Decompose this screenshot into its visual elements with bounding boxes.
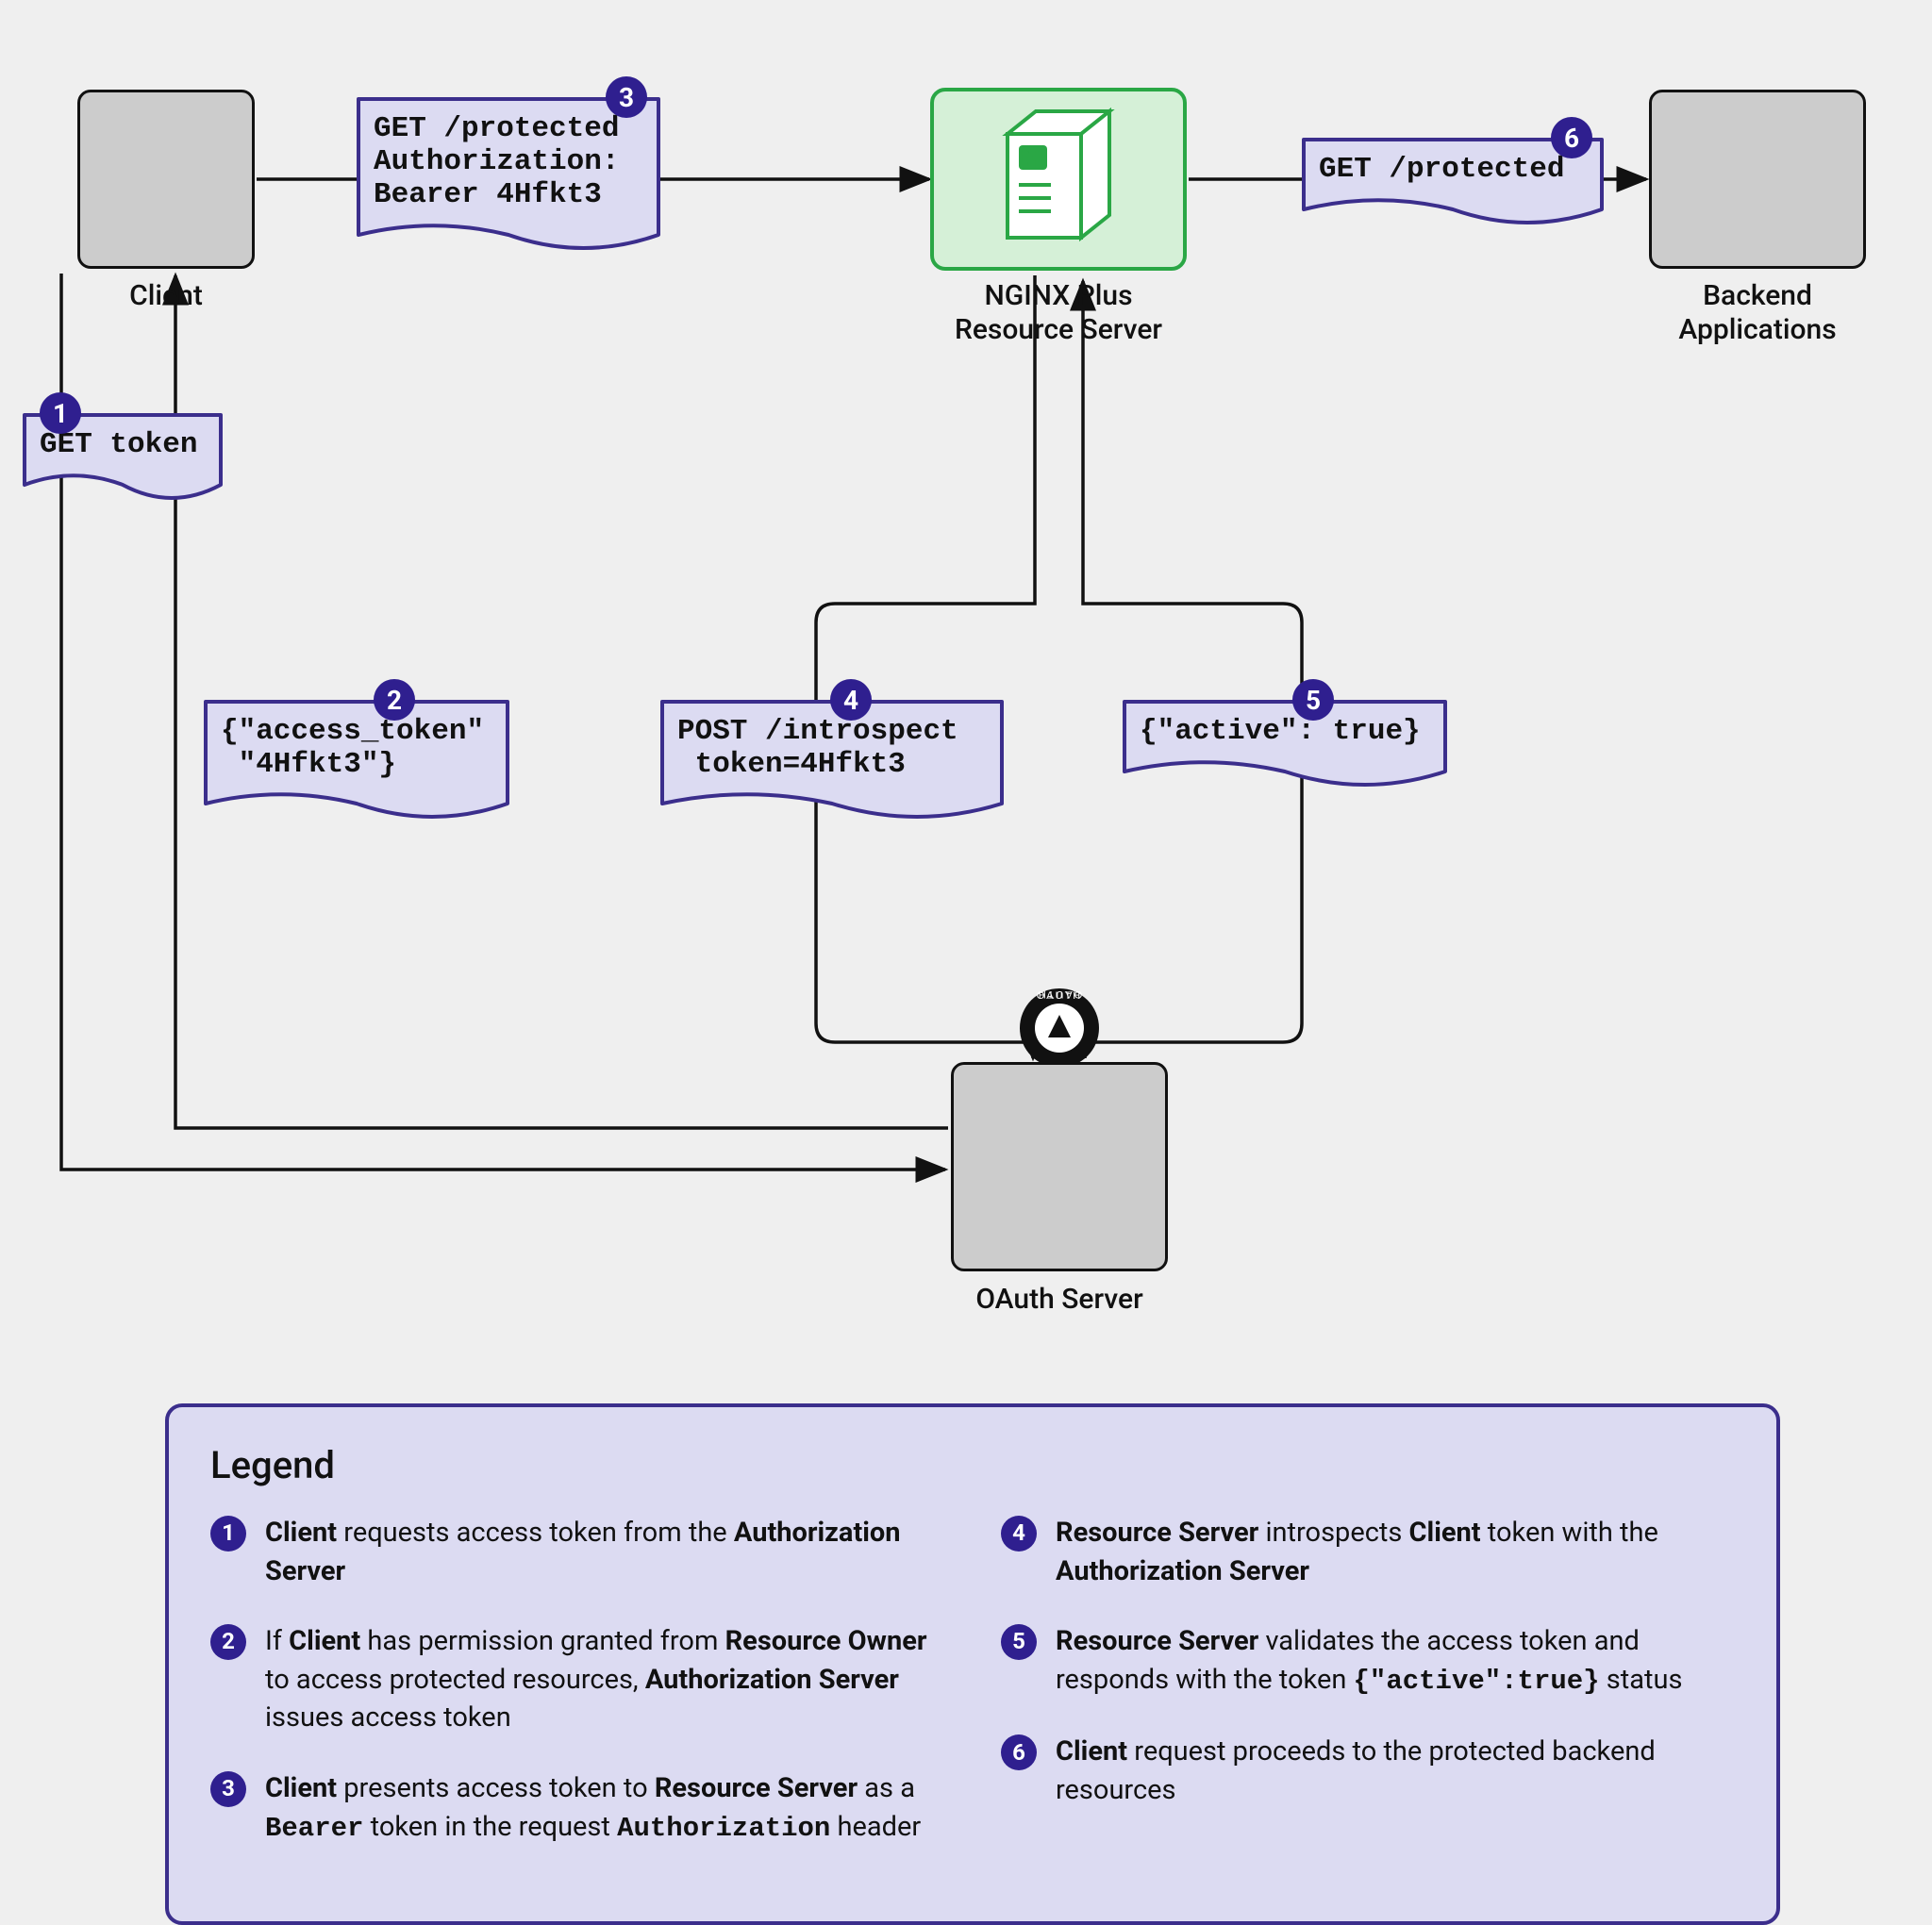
- legend-text-3: Client presents access token to Resource…: [265, 1769, 944, 1848]
- legend-text-5: Resource Server validates the access tok…: [1056, 1622, 1735, 1701]
- nginx-icon: N+: [932, 90, 1185, 269]
- message-6-text: GET /protected: [1319, 153, 1564, 186]
- client-label: Client: [77, 279, 255, 312]
- backend-label-1: Backend: [1649, 279, 1866, 312]
- diagram-canvas: N+: [0, 0, 1932, 1862]
- message-1-badge: 1: [40, 392, 81, 434]
- legend-item-6: 6 Client request proceeds to the protecte…: [1001, 1733, 1735, 1809]
- legend-text-4: Resource Server introspects Client token…: [1056, 1514, 1735, 1590]
- message-3-badge: 3: [606, 76, 647, 118]
- legend-text-1: Client requests access token from the Au…: [265, 1514, 944, 1590]
- oauth-badge-icon: OAUTH OAUTH: [1020, 988, 1099, 1068]
- legend-badge-3: 3: [210, 1771, 246, 1807]
- svg-text:OAUTH: OAUTH: [1037, 988, 1083, 1000]
- svg-text:N+: N+: [1023, 149, 1043, 167]
- message-3-text: GET /protected Authorization: Bearer 4Hf…: [374, 112, 619, 211]
- legend-title: Legend: [210, 1443, 1735, 1487]
- message-2-text: {"access_token" "4Hfkt3"}: [221, 715, 484, 781]
- nginx-label-2: Resource Server: [913, 313, 1204, 346]
- backend-node: [1649, 90, 1866, 269]
- legend-item-2: 2 If Client has permission granted from R…: [210, 1622, 944, 1737]
- svg-text:OAUTH: OAUTH: [1037, 990, 1083, 1002]
- legend-text-2: If Client has permission granted from Re…: [265, 1622, 944, 1737]
- oauth-label: OAuth Server: [951, 1283, 1168, 1316]
- message-4-badge: 4: [830, 679, 872, 721]
- legend-badge-6: 6: [1001, 1734, 1037, 1770]
- legend-item-3: 3 Client presents access token to Resourc…: [210, 1769, 944, 1848]
- message-2-badge: 2: [374, 679, 415, 721]
- legend-badge-4: 4: [1001, 1516, 1037, 1552]
- message-5-text: {"active": true}: [1140, 715, 1421, 748]
- legend-item-4: 4 Resource Server introspects Client toke…: [1001, 1514, 1735, 1590]
- nginx-label-1: NGINX Plus: [913, 279, 1204, 312]
- legend-item-5: 5 Resource Server validates the access to…: [1001, 1622, 1735, 1701]
- legend-badge-5: 5: [1001, 1624, 1037, 1660]
- legend-panel: Legend 1 Client requests access token fro…: [165, 1403, 1780, 1925]
- legend-item-1: 1 Client requests access token from the A…: [210, 1514, 944, 1590]
- legend-text-6: Client request proceeds to the protected…: [1056, 1733, 1735, 1809]
- legend-badge-2: 2: [210, 1624, 246, 1660]
- message-6-badge: 6: [1551, 117, 1592, 158]
- message-4-text: POST /introspect token=4Hfkt3: [677, 715, 958, 781]
- oauth-node: [951, 1062, 1168, 1271]
- client-node: [77, 90, 255, 269]
- backend-label-2: Applications: [1649, 313, 1866, 346]
- message-5-badge: 5: [1292, 679, 1334, 721]
- legend-badge-1: 1: [210, 1516, 246, 1552]
